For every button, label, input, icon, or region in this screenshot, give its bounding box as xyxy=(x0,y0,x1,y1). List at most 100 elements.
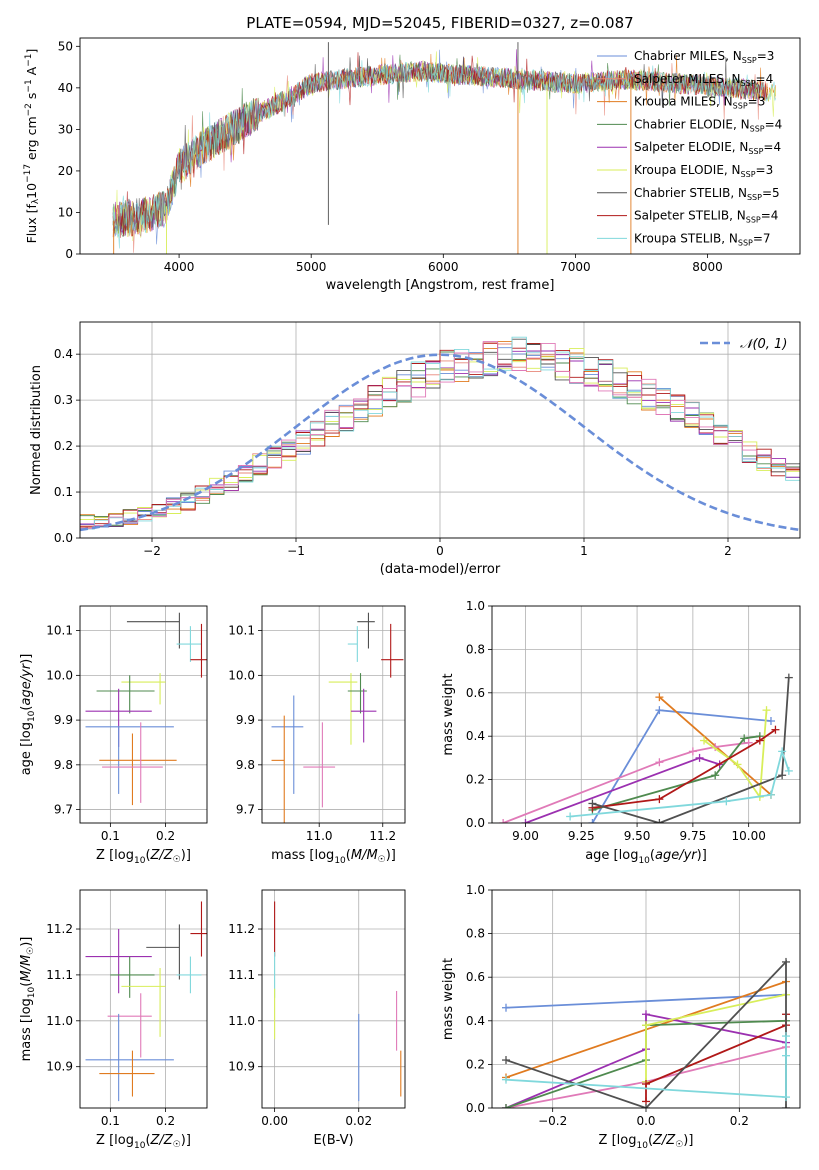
age_vs_z-point xyxy=(190,623,207,678)
residuals-ytick-label: 0.0 xyxy=(54,531,73,545)
weight_vs_z-xlabel: Z [log10(Z/Z☉)] xyxy=(599,1133,694,1151)
mass_vs_ebv-ytick-label: 11.1 xyxy=(228,968,255,982)
age_vs_z-ytick-label: 9.9 xyxy=(54,713,73,727)
legend-entry-salpeter-miles: Salpeter MILES, NSSP=4 xyxy=(634,72,773,88)
weight_vs_z-ytick-label: 1.0 xyxy=(466,883,485,897)
age_vs_mass-ytick-label: 10.1 xyxy=(228,624,255,638)
mass_vs_z-frame xyxy=(79,889,208,1109)
mass_vs_z-point xyxy=(146,924,180,980)
mass_vs_ebv-frame xyxy=(261,889,406,1109)
age_vs_z-point xyxy=(96,675,155,714)
weight_vs_z-panel: −0.2 0.0 0.2 0.0 0.2 0.4 0.6 0.8 1.0 Z [log10(Z/Z… xyxy=(441,883,801,1151)
age_vs_mass-ytick-label: 9.7 xyxy=(236,803,255,817)
weight_vs_age-series-salpeter-stelib xyxy=(588,725,780,812)
spectrum-xtick-label: 6000 xyxy=(428,260,459,274)
weight_vs_age-xtick-label: 10.00 xyxy=(731,829,765,843)
residuals-xtick-label: 1 xyxy=(580,544,588,558)
residuals-xlabel: (data-model)/error xyxy=(380,562,501,577)
legend-entry-normal: 𝒩(0, 1) xyxy=(740,337,787,352)
weight_vs_age-xtick-label: 9.00 xyxy=(512,829,539,843)
age_vs_mass-ytick-label: 9.9 xyxy=(236,713,255,727)
age_vs_z-point xyxy=(176,626,202,662)
legend-entry-chabrier-elodie: Chabrier ELODIE, NSSP=4 xyxy=(634,117,782,133)
legend-entry-kroupa-miles: Kroupa MILES, NSSP=3 xyxy=(634,95,765,111)
spectrum-ytick-label: 30 xyxy=(58,122,73,136)
legend-entry-chabrier-stelib: Chabrier STELIB, NSSP=5 xyxy=(634,186,780,202)
mass_vs_ebv-xlabel: E(B-V) xyxy=(313,1133,353,1148)
age_vs_z-ylabel: age [log10(age/yr)] xyxy=(19,654,37,776)
age_vs_mass-point xyxy=(271,695,304,794)
mass_vs_z-point xyxy=(110,956,155,998)
spectrum-panel: 4000 5000 6000 7000 8000 0 10 20 30 40 50 Chabrier … xyxy=(23,37,801,293)
weight_vs_age-xtick-label: 9.75 xyxy=(680,829,707,843)
weight_vs_z-xtick-label: 0.0 xyxy=(636,1114,655,1128)
age_vs_mass-frame xyxy=(261,605,406,824)
mass_vs_z-ylabel: mass [log10(M/M☉)] xyxy=(19,937,37,1062)
age_vs_z-ytick-label: 9.7 xyxy=(54,803,73,817)
weight_vs_age-panel: 9.00 9.25 9.50 9.75 10.00 0.0 0.2 0.4 0.6 0.8 1.0 a… xyxy=(441,599,801,866)
spectrum-xtick-label: 4000 xyxy=(164,260,195,274)
weight_vs_age-ytick-label: 0.2 xyxy=(466,773,485,787)
age_vs_mass-point xyxy=(357,612,375,649)
legend-entry-kroupa-stelib: Kroupa STELIB, NSSP=7 xyxy=(634,231,771,247)
weight_vs_age-series-chabrier-stelib xyxy=(588,673,793,823)
age_vs_z-plot-area xyxy=(80,606,207,823)
spectrum-line-salpeter-stelib xyxy=(112,52,769,238)
mass_vs_z-ytick-label: 10.9 xyxy=(46,1060,73,1074)
mass_vs_z-point xyxy=(190,901,207,957)
spectrum-ytick-label: 20 xyxy=(58,164,73,178)
residuals-frame xyxy=(79,321,801,539)
mass_vs_z-point xyxy=(176,956,202,994)
weight_vs_age-ytick-label: 0.6 xyxy=(466,686,485,700)
weight_vs_z-xtick-label: −0.2 xyxy=(538,1114,567,1128)
residuals-ytick-label: 0.4 xyxy=(54,347,73,361)
age_vs_mass-xtick-label: 11.0 xyxy=(306,829,333,843)
age_vs_mass-ytick-label: 9.8 xyxy=(236,758,255,772)
residuals-xtick-label: −2 xyxy=(143,544,161,558)
age_vs_z-xtick-label: 0.2 xyxy=(156,829,175,843)
age_vs_z-point xyxy=(99,733,177,806)
age_vs_z-point xyxy=(126,612,180,649)
mass_vs_z-point xyxy=(85,1013,174,1102)
weight_vs_age-xtick-label: 9.50 xyxy=(624,829,651,843)
weight_vs_age-frame xyxy=(491,605,801,824)
mass_vs_z-point xyxy=(121,968,166,1037)
spectrum-ytick-label: 50 xyxy=(58,39,73,53)
mass_vs_z-point xyxy=(85,929,152,994)
age_vs_mass-panel: 11.0 11.2 9.7 9.8 9.9 10.0 10.1 mass [log10(M/M… xyxy=(228,605,406,866)
age_vs_mass-xtick-label: 11.2 xyxy=(369,829,396,843)
weight_vs_age-ytick-label: 0.0 xyxy=(466,816,485,830)
mass_vs_ebv-plot-area xyxy=(262,890,405,1108)
residuals-xtick-label: 0 xyxy=(436,544,444,558)
weight_vs_z-series-kroupa-stelib xyxy=(502,1032,790,1102)
spectrum-xtick-label: 8000 xyxy=(692,260,723,274)
mass_vs_ebv-ytick-label: 10.9 xyxy=(228,1060,255,1074)
legend-entry-chabrier-miles: Chabrier MILES, NSSP=3 xyxy=(634,49,774,65)
mass_vs_z-xtick-label: 0.1 xyxy=(101,1114,120,1128)
mass_vs_z-point xyxy=(107,993,152,1058)
spectrum-line-kroupa-stelib xyxy=(112,60,776,249)
age_vs_z-panel: 0.1 0.2 9.7 9.8 9.9 10.0 10.1 Z [log10(Z/Z☉)] ag… xyxy=(19,605,208,866)
age_vs_z-frame xyxy=(79,605,208,824)
weight_vs_age-ylabel: mass weight xyxy=(441,673,456,755)
age_vs_mass-xlabel: mass [log10(M/M☉)] xyxy=(271,848,396,866)
age_vs_z-point xyxy=(102,722,163,803)
weight_vs_z-ytick-label: 0.8 xyxy=(466,927,485,941)
legend-entry-salpeter-elodie: Salpeter ELODIE, NSSP=4 xyxy=(634,140,781,156)
weight_vs_z-plot-area xyxy=(492,890,800,1108)
age_vs_mass-point xyxy=(381,623,404,678)
age_vs_z-xtick-label: 0.1 xyxy=(101,829,120,843)
spectrum-xtick-label: 5000 xyxy=(296,260,327,274)
weight_vs_z-ytick-label: 0.6 xyxy=(466,970,485,984)
age_vs_z-xlabel: Z [log10(Z/Z☉)] xyxy=(96,848,191,866)
age_vs_mass-point xyxy=(328,673,358,745)
weight_vs_z-ytick-label: 0.2 xyxy=(466,1057,485,1071)
weight_vs_z-ylabel: mass weight xyxy=(441,958,456,1040)
spectrum-ytick-label: 0 xyxy=(65,247,73,261)
mass_vs_z-xlabel: Z [log10(Z/Z☉)] xyxy=(96,1133,191,1151)
spectrum-plot-area xyxy=(112,42,776,254)
mass_vs_z-panel: 0.1 0.2 10.9 11.0 11.1 11.2 Z [log10(Z/Z☉)] mas… xyxy=(19,889,208,1151)
residuals-xtick-label: −1 xyxy=(287,544,305,558)
age_vs_mass-point xyxy=(350,688,377,743)
